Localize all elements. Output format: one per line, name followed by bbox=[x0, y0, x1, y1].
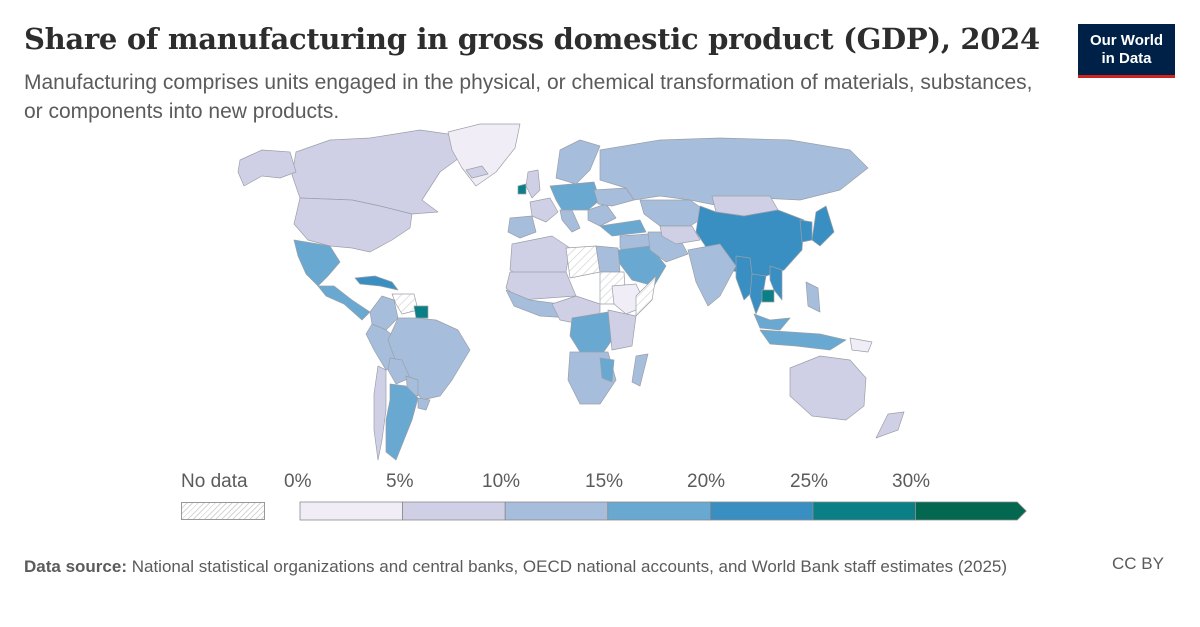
country-myanmar[interactable] bbox=[735, 255, 755, 301]
legend-bin-6[interactable] bbox=[915, 501, 1027, 521]
legend-tick-1: 5% bbox=[386, 471, 414, 492]
country-guyana[interactable] bbox=[413, 305, 429, 319]
country-papua-new-guinea[interactable] bbox=[849, 337, 873, 353]
country-mexico[interactable] bbox=[293, 239, 341, 287]
country-chile[interactable] bbox=[373, 365, 387, 461]
legend-bin-1[interactable] bbox=[402, 501, 506, 521]
legend-tick-5: 25% bbox=[790, 471, 829, 492]
country-caribbean[interactable] bbox=[354, 275, 399, 291]
country-united-kingdom[interactable] bbox=[525, 169, 541, 199]
chart-subtitle: Manufacturing comprises units engaged in… bbox=[24, 71, 1033, 123]
country-italy[interactable] bbox=[559, 209, 581, 233]
license-link[interactable]: CC BY bbox=[1112, 554, 1164, 573]
country-madagascar[interactable] bbox=[631, 353, 649, 387]
country-egypt[interactable] bbox=[595, 245, 621, 273]
legend-tick-2: 10% bbox=[482, 471, 521, 492]
country-libya[interactable] bbox=[565, 245, 601, 279]
country-zimbabwe[interactable] bbox=[599, 357, 615, 383]
country-japan[interactable] bbox=[811, 205, 835, 247]
legend-bin-5[interactable] bbox=[812, 501, 916, 521]
country-eastern-europe[interactable] bbox=[587, 203, 617, 227]
data-source-label: Data source: bbox=[24, 557, 127, 576]
country-australia[interactable] bbox=[789, 355, 867, 421]
legend-bin-2[interactable] bbox=[504, 501, 609, 521]
country-philippines[interactable] bbox=[805, 281, 821, 313]
country-argentina[interactable] bbox=[385, 383, 419, 461]
legend-tick-6: 30% bbox=[892, 471, 931, 492]
legend-tick-4: 20% bbox=[687, 471, 726, 492]
data-source: Data source: National statistical organi… bbox=[24, 554, 1064, 579]
country-sahel[interactable] bbox=[505, 271, 577, 301]
country-uruguay[interactable] bbox=[417, 397, 431, 411]
country-somalia[interactable] bbox=[635, 275, 657, 317]
country-malaysia[interactable] bbox=[753, 313, 791, 331]
country-ukraine[interactable] bbox=[593, 187, 635, 207]
country-cambodia[interactable] bbox=[761, 289, 775, 303]
country-france[interactable] bbox=[529, 197, 559, 223]
country-indonesia[interactable] bbox=[759, 329, 847, 351]
country-east-africa[interactable] bbox=[607, 309, 637, 351]
country-russia[interactable] bbox=[599, 137, 869, 207]
country-korea[interactable] bbox=[799, 219, 813, 243]
country-thailand[interactable] bbox=[749, 273, 767, 315]
chart-title: Share of manufacturing in gross domestic… bbox=[24, 22, 1040, 56]
country-venezuela[interactable] bbox=[391, 293, 419, 315]
country-greenland[interactable] bbox=[447, 123, 521, 187]
legend-bar bbox=[299, 501, 1027, 521]
country-india[interactable] bbox=[687, 243, 737, 307]
country-central-asia[interactable] bbox=[659, 225, 701, 245]
logo-line-1: Our World bbox=[1089, 32, 1164, 49]
country-alaska[interactable] bbox=[237, 149, 297, 187]
country-ireland[interactable] bbox=[517, 183, 527, 195]
country-united-states[interactable] bbox=[293, 197, 413, 253]
no-data-swatch bbox=[181, 502, 265, 520]
country-scandinavia[interactable] bbox=[555, 139, 601, 185]
owid-logo[interactable]: Our World in Data bbox=[1078, 24, 1175, 78]
legend-tick-0: 0% bbox=[284, 471, 312, 492]
country-bolivia[interactable] bbox=[387, 357, 411, 385]
no-data-label: No data bbox=[181, 471, 248, 492]
legend-bin-3[interactable] bbox=[607, 501, 711, 521]
country-vietnam[interactable] bbox=[769, 265, 783, 301]
legend-bin-4[interactable] bbox=[710, 501, 814, 521]
country-new-zealand[interactable] bbox=[875, 411, 905, 439]
legend-tick-3: 15% bbox=[585, 471, 624, 492]
logo-line-2: in Data bbox=[1101, 50, 1152, 67]
legend-bin-0[interactable] bbox=[299, 501, 403, 521]
country-turkey[interactable] bbox=[599, 219, 647, 237]
data-source-text: National statistical organizations and c… bbox=[126, 557, 1008, 576]
country-central-europe[interactable] bbox=[549, 181, 601, 211]
country-iceland[interactable] bbox=[465, 165, 489, 179]
country-central-america[interactable] bbox=[317, 285, 371, 321]
country-iberia[interactable] bbox=[507, 215, 537, 239]
